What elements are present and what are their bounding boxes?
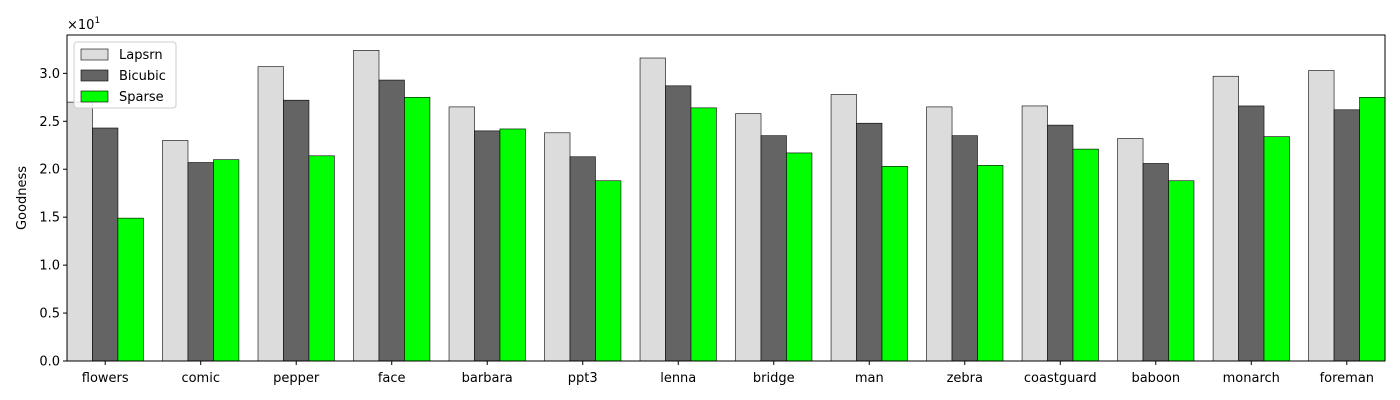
y-tick-label: 0.5 [39, 307, 60, 322]
bar-pepper-bicubic [283, 99, 310, 362]
bar-ppt3-lapsrn [544, 132, 571, 362]
x-tick-label: monarch [1223, 371, 1280, 386]
bar-pepper-lapsrn [257, 66, 284, 362]
bar-comic-lapsrn [162, 140, 189, 362]
x-axis-ticks: flowers comic pepper face barbara ppt3 lenna br… [82, 361, 1374, 386]
bar-lenna-sparse [690, 107, 717, 362]
bar-comic-bicubic [187, 162, 214, 362]
y-tick-label: 1.5 [39, 211, 60, 226]
bar-flowers-sparse [117, 217, 144, 362]
bar-zebra-sparse [977, 165, 1004, 362]
scale-base: ×10 [67, 18, 94, 33]
bar-coastguard-sparse [1072, 148, 1099, 362]
bar-foreman-sparse [1359, 97, 1386, 362]
bar-monarch-lapsrn [1212, 75, 1239, 362]
legend-swatch-lapsrn [80, 48, 109, 61]
legend-label-lapsrn: Lapsrn [119, 48, 163, 63]
bars-group [66, 50, 1386, 362]
x-tick-label: foreman [1320, 371, 1374, 386]
x-tick-label: zebra [947, 371, 983, 386]
bar-barbara-lapsrn [448, 106, 475, 362]
bar-zebra-bicubic [951, 135, 978, 362]
y-tick-label: 2.5 [39, 115, 60, 130]
bar-flowers-bicubic [92, 127, 119, 362]
bar-foreman-bicubic [1333, 109, 1360, 362]
bar-bridge-sparse [786, 152, 813, 362]
bar-pepper-sparse [308, 155, 335, 362]
bar-ppt3-sparse [595, 180, 622, 362]
bar-flowers-lapsrn [66, 101, 93, 362]
bar-monarch-sparse [1263, 136, 1290, 362]
bar-barbara-sparse [499, 128, 526, 362]
y-axis-label: Goodness [15, 166, 30, 230]
legend: Lapsrn Bicubic Sparse [73, 41, 177, 109]
bar-man-bicubic [856, 122, 883, 362]
bar-coastguard-lapsrn [1021, 105, 1048, 362]
x-tick-label: barbara [462, 371, 513, 386]
bar-lenna-lapsrn [639, 57, 666, 362]
bar-baboon-sparse [1168, 180, 1195, 362]
bar-lenna-bicubic [665, 85, 692, 362]
bar-coastguard-bicubic [1047, 124, 1074, 362]
bar-zebra-lapsrn [926, 106, 953, 362]
bar-ppt3-bicubic [569, 156, 596, 362]
x-tick-label: ppt3 [568, 371, 598, 386]
bar-barbara-bicubic [474, 130, 501, 362]
bar-bridge-bicubic [760, 135, 787, 362]
bar-baboon-lapsrn [1117, 138, 1144, 362]
bar-face-bicubic [378, 79, 405, 362]
bar-baboon-bicubic [1142, 163, 1169, 362]
bar-face-lapsrn [353, 50, 380, 362]
x-tick-label: bridge [753, 371, 795, 386]
bar-man-lapsrn [830, 94, 857, 362]
bar-face-sparse [404, 97, 431, 362]
bar-bridge-lapsrn [735, 113, 762, 362]
x-tick-label: man [855, 371, 884, 386]
legend-swatch-sparse [80, 90, 109, 103]
bar-monarch-bicubic [1238, 105, 1265, 362]
y-tick-label: 3.0 [39, 67, 60, 82]
y-tick-label: 0.0 [39, 355, 60, 370]
bar-man-sparse [881, 166, 908, 362]
y-tick-label: 1.0 [39, 259, 60, 274]
plot-frame [66, 34, 1386, 362]
x-tick-label: lenna [660, 371, 696, 386]
legend-label-sparse: Sparse [119, 90, 164, 105]
x-tick-label: baboon [1131, 371, 1180, 386]
bar-foreman-lapsrn [1308, 70, 1335, 362]
legend-swatch-bicubic [80, 69, 109, 82]
x-tick-label: comic [181, 371, 220, 386]
x-tick-label: flowers [82, 371, 129, 386]
x-tick-label: coastguard [1024, 371, 1097, 386]
legend-label-bicubic: Bicubic [119, 69, 166, 84]
y-tick-label: 2.0 [39, 163, 60, 178]
y-axis-ticks: 0.0 0.5 1.0 1.5 2.0 2.5 3.0 [39, 67, 67, 370]
y-axis-scale-label: ×101 [67, 16, 100, 33]
x-tick-label: face [378, 371, 406, 386]
bar-comic-sparse [213, 159, 240, 362]
x-tick-label: pepper [273, 371, 320, 386]
scale-exponent: 1 [94, 16, 100, 26]
